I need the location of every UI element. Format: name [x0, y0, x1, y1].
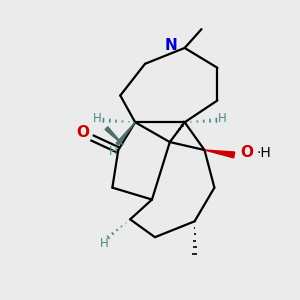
Polygon shape: [116, 122, 135, 145]
Text: ·H: ·H: [256, 146, 271, 160]
Text: H: H: [218, 112, 227, 125]
Polygon shape: [105, 127, 123, 145]
Text: H: H: [93, 112, 102, 125]
Text: O: O: [76, 125, 89, 140]
Polygon shape: [205, 150, 235, 158]
Text: N: N: [164, 38, 177, 53]
Text: H: H: [100, 237, 109, 250]
Text: H: H: [109, 146, 118, 158]
Text: O: O: [240, 146, 253, 160]
